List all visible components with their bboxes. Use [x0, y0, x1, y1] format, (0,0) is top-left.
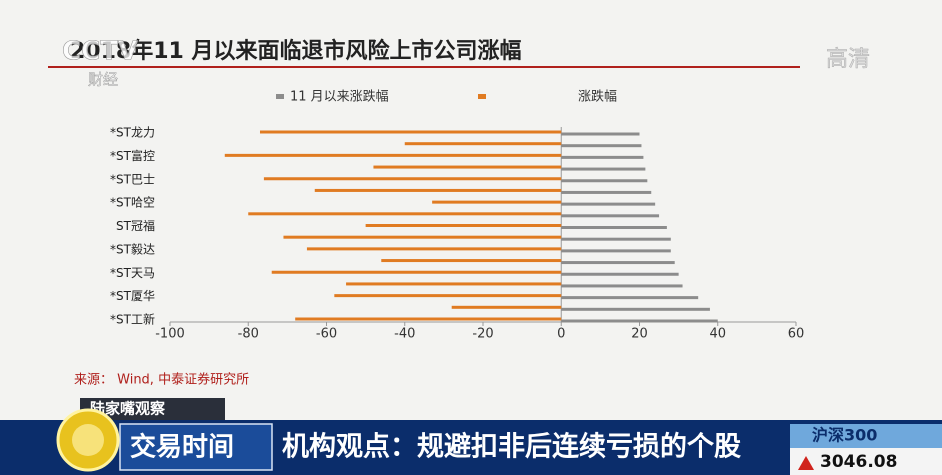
bar: [561, 167, 646, 171]
bar: [306, 247, 562, 251]
y-tick-label: *ST巴士: [110, 172, 155, 186]
bar: [561, 237, 671, 241]
hd-mark: 高清: [826, 47, 870, 72]
bar: [561, 144, 642, 148]
bar: [373, 165, 562, 169]
y-tick-label: *ST哈空: [110, 196, 155, 210]
index-box: [790, 424, 942, 448]
bar: [561, 190, 652, 194]
bar: [561, 272, 679, 276]
y-tick-label: *ST天马: [110, 266, 155, 280]
bar: [404, 142, 562, 146]
legend-label: 11 月以来涨跌幅: [290, 89, 389, 105]
bar: [561, 202, 656, 206]
bar: [224, 153, 562, 157]
y-tick-label: *ST龙力: [110, 126, 155, 140]
index-value: 3046.08: [820, 452, 897, 472]
chart-title: 2018年11 月以来面临退市风险上市公司涨幅: [70, 38, 522, 64]
index-value-box: [790, 448, 942, 475]
bar: [561, 132, 640, 136]
segment-box: [119, 423, 273, 471]
channel-logo: CCTV: [62, 37, 138, 67]
bar: [248, 212, 562, 216]
y-tick-label: *ST毅达: [110, 241, 155, 256]
bar: [561, 307, 710, 311]
bar: [334, 294, 562, 298]
program-name: 陆家嘴观察: [90, 400, 166, 418]
bar: [561, 319, 718, 323]
x-tick-label: -100: [155, 327, 185, 342]
bar: [561, 179, 648, 183]
segment-name: 交易时间: [130, 432, 234, 463]
source-note: 来源： Wind, 中泰证券研究所: [74, 372, 249, 388]
bar: [283, 235, 562, 239]
x-tick-label: -60: [316, 327, 337, 342]
bar: [271, 270, 562, 274]
index-name: 沪深300: [812, 426, 877, 445]
y-tick-label: *ST厦华: [110, 289, 155, 303]
x-tick-label: 0: [557, 327, 565, 342]
bar: [365, 224, 562, 227]
bar: [432, 200, 562, 204]
legend-swatch: [478, 94, 486, 99]
bar: [259, 130, 562, 134]
headline: 机构观点：规避扣非后连续亏损的个股: [282, 431, 741, 463]
bar: [314, 188, 562, 192]
x-tick-label: -80: [238, 327, 259, 342]
bar: [561, 261, 675, 265]
bar: [561, 296, 699, 300]
logo-inner: [72, 424, 104, 456]
x-tick-label: 60: [788, 327, 805, 342]
bar: [561, 226, 667, 229]
bar: [561, 249, 671, 253]
bar: [561, 155, 644, 159]
bar: [561, 284, 683, 288]
bar: [451, 305, 562, 309]
x-tick-label: -20: [472, 327, 493, 342]
x-tick-label: -40: [394, 327, 415, 342]
bar: [381, 259, 562, 263]
bar: [295, 317, 562, 321]
legend-label: 涨跌幅: [578, 89, 617, 105]
y-tick-label: ST冠福: [116, 218, 155, 233]
x-tick-label: 20: [631, 327, 648, 342]
bar: [561, 214, 660, 218]
legend-swatch: [276, 94, 284, 99]
bar: [263, 177, 562, 181]
bar: [346, 282, 562, 286]
program-tag: [80, 398, 225, 420]
channel-sub: 财经: [88, 71, 118, 89]
y-tick-label: *ST工新: [110, 312, 155, 327]
y-tick-label: *ST富控: [110, 148, 155, 163]
up-arrow: [798, 456, 814, 470]
x-tick-label: 40: [709, 327, 726, 342]
